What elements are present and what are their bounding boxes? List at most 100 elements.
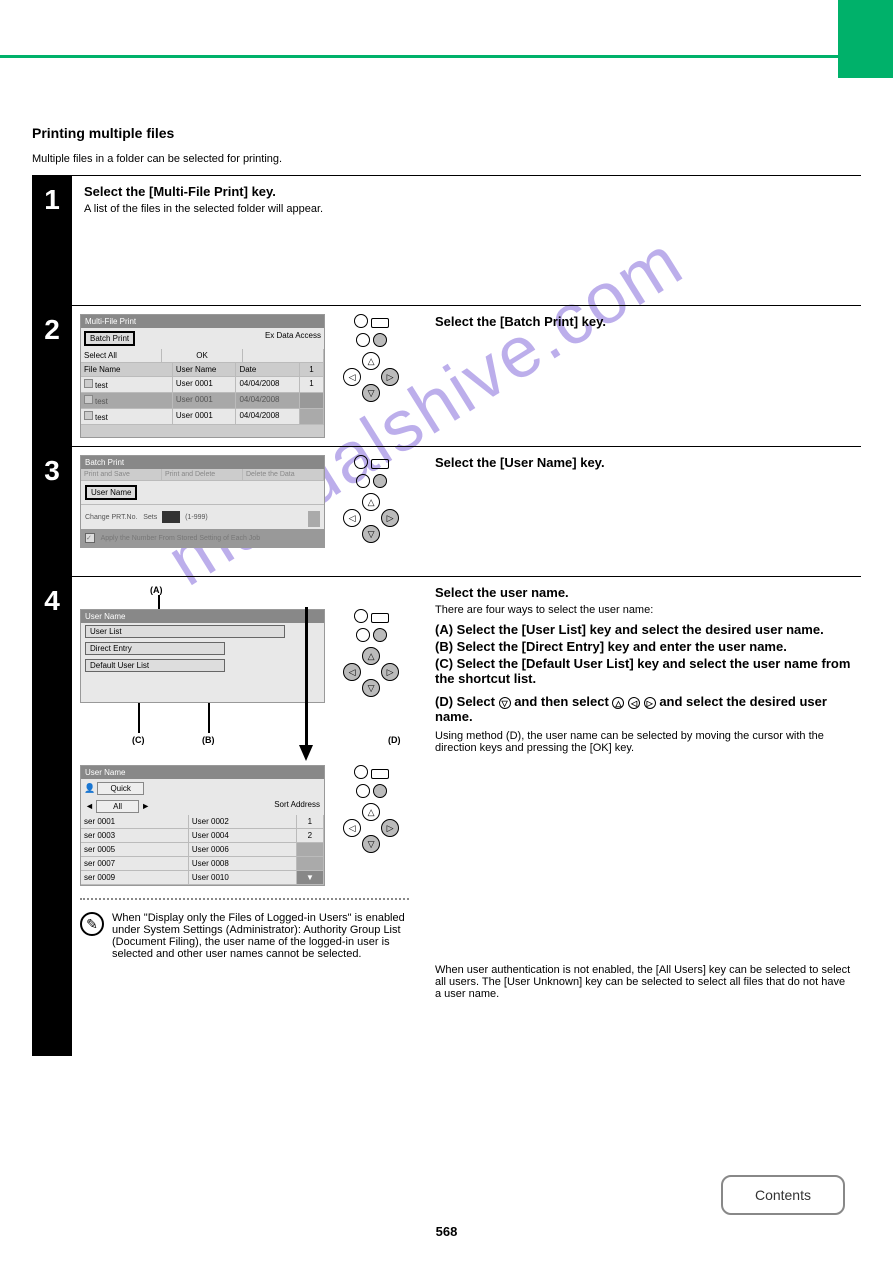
step-2-text: Select the [Batch Print] key. bbox=[417, 306, 861, 446]
col-date: Date bbox=[236, 363, 300, 376]
step-4: 4 (A) User Name User List Direct Entry D… bbox=[32, 576, 861, 1056]
step-3-heading: Select the [User Name] key. bbox=[435, 455, 853, 470]
step-2-heading: Select the [Batch Print] key. bbox=[435, 314, 853, 329]
col-username: User Name bbox=[173, 363, 237, 376]
right-icon: ▷ bbox=[644, 697, 656, 709]
file-icon bbox=[84, 411, 93, 420]
green-rule bbox=[0, 55, 838, 58]
dpad: △ ◁ ▷ ▽ bbox=[336, 455, 406, 545]
step-1: 1 Select the [Multi-File Print] key. A l… bbox=[32, 175, 861, 305]
step-4-line3: (C) Select the [Default User List] key a… bbox=[435, 656, 850, 686]
table-row[interactable]: ser 0007User 0008 bbox=[81, 857, 324, 871]
batch-print-button[interactable]: Batch Print bbox=[84, 331, 135, 346]
step-number: 1 bbox=[32, 176, 72, 305]
step-1-body: A list of the files in the selected fold… bbox=[84, 203, 323, 215]
dpad: △ ◁ ▷ ▽ bbox=[336, 609, 406, 699]
file-icon bbox=[84, 379, 93, 388]
screen4-title: User Name bbox=[81, 766, 324, 779]
button-icon[interactable] bbox=[356, 333, 370, 347]
up-arrow-icon[interactable]: △ bbox=[362, 352, 380, 370]
ex-data-link[interactable]: Ex Data Access bbox=[265, 331, 321, 340]
step-1-text: Select the [Multi-File Print] key. A lis… bbox=[72, 176, 331, 305]
arrow-down-icon bbox=[299, 745, 313, 761]
step-number: 3 bbox=[32, 447, 72, 576]
step-number: 2 bbox=[32, 306, 72, 446]
step-4-figure: (A) User Name User List Direct Entry Def… bbox=[72, 577, 417, 1056]
screen3-title: User Name bbox=[81, 610, 324, 623]
screen2: Batch Print Print and Save Print and Del… bbox=[80, 455, 325, 548]
arrow-line bbox=[305, 607, 308, 747]
sets-label: Sets bbox=[143, 514, 157, 521]
step-4-line1: (A) Select the [User List] key and selec… bbox=[435, 622, 853, 637]
sets-input[interactable] bbox=[162, 511, 180, 523]
sort-address-link[interactable]: Sort Address bbox=[274, 800, 320, 809]
default-user-list-button[interactable]: Default User List bbox=[85, 659, 225, 672]
tab-delete[interactable]: Delete the Data bbox=[243, 469, 324, 480]
page-number: 568 bbox=[0, 1224, 893, 1239]
step-1-heading: Select the [Multi-File Print] key. bbox=[84, 184, 323, 199]
table-row[interactable]: ser 0001User 00021 bbox=[81, 815, 324, 829]
range-label: (1-999) bbox=[185, 514, 208, 521]
note-block: ✎ When "Display only the Files of Logged… bbox=[80, 912, 409, 960]
step-4-line5: Using method (D), the user name can be s… bbox=[435, 730, 853, 754]
ok-button-icon[interactable] bbox=[373, 333, 387, 347]
step-3-figure: Batch Print Print and Save Print and Del… bbox=[72, 447, 417, 576]
dpad: △ ◁ ▷ ▽ bbox=[336, 765, 406, 855]
right-arrow-icon[interactable]: ▷ bbox=[381, 368, 399, 386]
callout-b: (B) bbox=[202, 735, 215, 745]
stepper-icon[interactable] bbox=[308, 511, 320, 527]
file-icon bbox=[84, 395, 93, 404]
step-2: 2 Multi-File Print Batch Print Ex Data A… bbox=[32, 305, 861, 446]
user-name-button[interactable]: User Name bbox=[85, 485, 137, 500]
screen1-tab: Multi-File Print bbox=[81, 315, 324, 328]
screen4: User Name 👤 Quick ◄ All ► Sort Address s… bbox=[80, 765, 325, 886]
user-list-button[interactable]: User List bbox=[85, 625, 285, 638]
step-3-text: Select the [User Name] key. bbox=[417, 447, 861, 576]
callout-line bbox=[158, 595, 409, 609]
dotted-rule bbox=[80, 898, 409, 900]
select-all-button[interactable]: Select All bbox=[81, 349, 162, 362]
quick-button[interactable]: Quick bbox=[97, 782, 143, 795]
up-icon: △ bbox=[612, 697, 624, 709]
step-number: 4 bbox=[32, 577, 72, 1056]
ok-button[interactable]: OK bbox=[162, 349, 243, 362]
page-ind: 1 bbox=[300, 363, 324, 376]
step-3: 3 Batch Print Print and Save Print and D… bbox=[32, 446, 861, 576]
table-row[interactable]: test User 0001 04/04/2008 bbox=[81, 409, 324, 425]
tab-print-save[interactable]: Print and Save bbox=[81, 469, 162, 480]
table-row[interactable]: test User 0001 04/04/2008 bbox=[81, 393, 324, 409]
table-row[interactable]: ser 0009User 0010▼ bbox=[81, 871, 324, 885]
callout-a: (A) bbox=[150, 585, 409, 595]
table-row[interactable]: ser 0003User 00042 bbox=[81, 829, 324, 843]
intro-text: Multiple files in a folder can be select… bbox=[32, 153, 861, 165]
green-corner bbox=[838, 0, 893, 78]
apply-label: Apply the Number From Stored Setting of … bbox=[101, 535, 261, 542]
page-content: Printing multiple files Multiple files i… bbox=[32, 125, 861, 1056]
all-button[interactable]: All bbox=[96, 800, 139, 813]
step-4-heading: Select the user name. bbox=[435, 585, 853, 600]
step-4-line0: There are four ways to select the user n… bbox=[435, 604, 853, 616]
button-icon[interactable] bbox=[354, 314, 368, 328]
dpad: △ ◁ ▷ ▽ bbox=[336, 314, 406, 404]
contents-button[interactable]: Contents bbox=[721, 1175, 845, 1215]
callout-d: (D) bbox=[388, 735, 401, 745]
apply-checkbox[interactable]: ✓ bbox=[85, 533, 95, 543]
left-icon: ◁ bbox=[628, 697, 640, 709]
screen1: Multi-File Print Batch Print Ex Data Acc… bbox=[80, 314, 325, 438]
direct-entry-button[interactable]: Direct Entry bbox=[85, 642, 225, 655]
note-b: When user authentication is not enabled,… bbox=[435, 964, 853, 1000]
button-icon[interactable] bbox=[371, 318, 389, 328]
tab-print-delete[interactable]: Print and Delete bbox=[162, 469, 243, 480]
screen2-title: Batch Print bbox=[81, 456, 324, 469]
change-prt-label: Change PRT.No. bbox=[85, 514, 137, 521]
down-icon: ▽ bbox=[499, 697, 511, 709]
step-4-line2: (B) Select the [Direct Entry] key and en… bbox=[435, 639, 787, 654]
left-arrow-icon[interactable]: ◁ bbox=[343, 368, 361, 386]
callout-c: (C) bbox=[132, 735, 145, 745]
page-title: Printing multiple files bbox=[32, 125, 861, 141]
down-arrow-icon[interactable]: ▽ bbox=[362, 384, 380, 402]
note-icon: ✎ bbox=[80, 912, 104, 936]
table-row[interactable]: test User 0001 04/04/2008 1 bbox=[81, 377, 324, 393]
note-a: When "Display only the Files of Logged-i… bbox=[112, 912, 409, 960]
table-row[interactable]: ser 0005User 0006 bbox=[81, 843, 324, 857]
